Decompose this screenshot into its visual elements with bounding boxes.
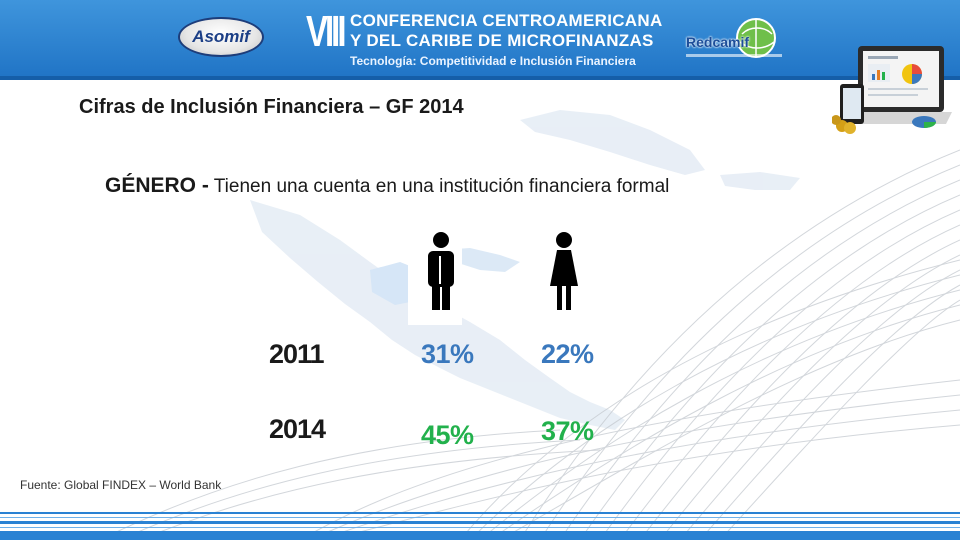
source-note: Fuente: Global FINDEX – World Bank [20, 478, 222, 492]
wave-lines [99, 149, 960, 540]
subtitle-description: Tienen una cuenta en una institución fin… [208, 176, 670, 197]
footer-stripes [0, 508, 960, 540]
conference-edition-numeral: VIII [306, 7, 347, 56]
redcamif-logo-text: Redcamif [686, 34, 750, 50]
male-person-icon [408, 216, 462, 325]
conference-title-line-1: CONFERENCIA CENTROAMERICANA [350, 11, 663, 30]
female-person-icon [540, 216, 594, 325]
globe-icon [686, 18, 782, 58]
conference-theme: Tecnología: Competitividad e Inclusión F… [350, 54, 636, 68]
male-percentage-2011: 31% [421, 339, 474, 369]
year-label-2014: 2014 [269, 414, 326, 444]
tablet-illustration [832, 46, 952, 134]
subtitle-category: GÉNERO - [105, 174, 209, 197]
conference-title-line-2: Y DEL CARIBE DE MICROFINANZAS [350, 31, 654, 50]
female-percentage-2014: 37% [541, 416, 594, 446]
slide-subtitle: GÉNERO - Tienen una cuenta en una instit… [105, 174, 669, 198]
female-percentage-2011: 22% [541, 339, 594, 369]
asomif-logo: Asomif [178, 17, 264, 57]
header-banner [0, 0, 960, 80]
redcamif-logo: Redcamif [684, 16, 784, 66]
asomif-logo-text: Asomif [192, 27, 250, 46]
header-bottom-strip [0, 76, 960, 80]
male-percentage-2014: 45% [421, 420, 474, 450]
year-label-2011: 2011 [269, 339, 325, 369]
slide-title: Cifras de Inclusión Financiera – GF 2014 [79, 96, 464, 118]
